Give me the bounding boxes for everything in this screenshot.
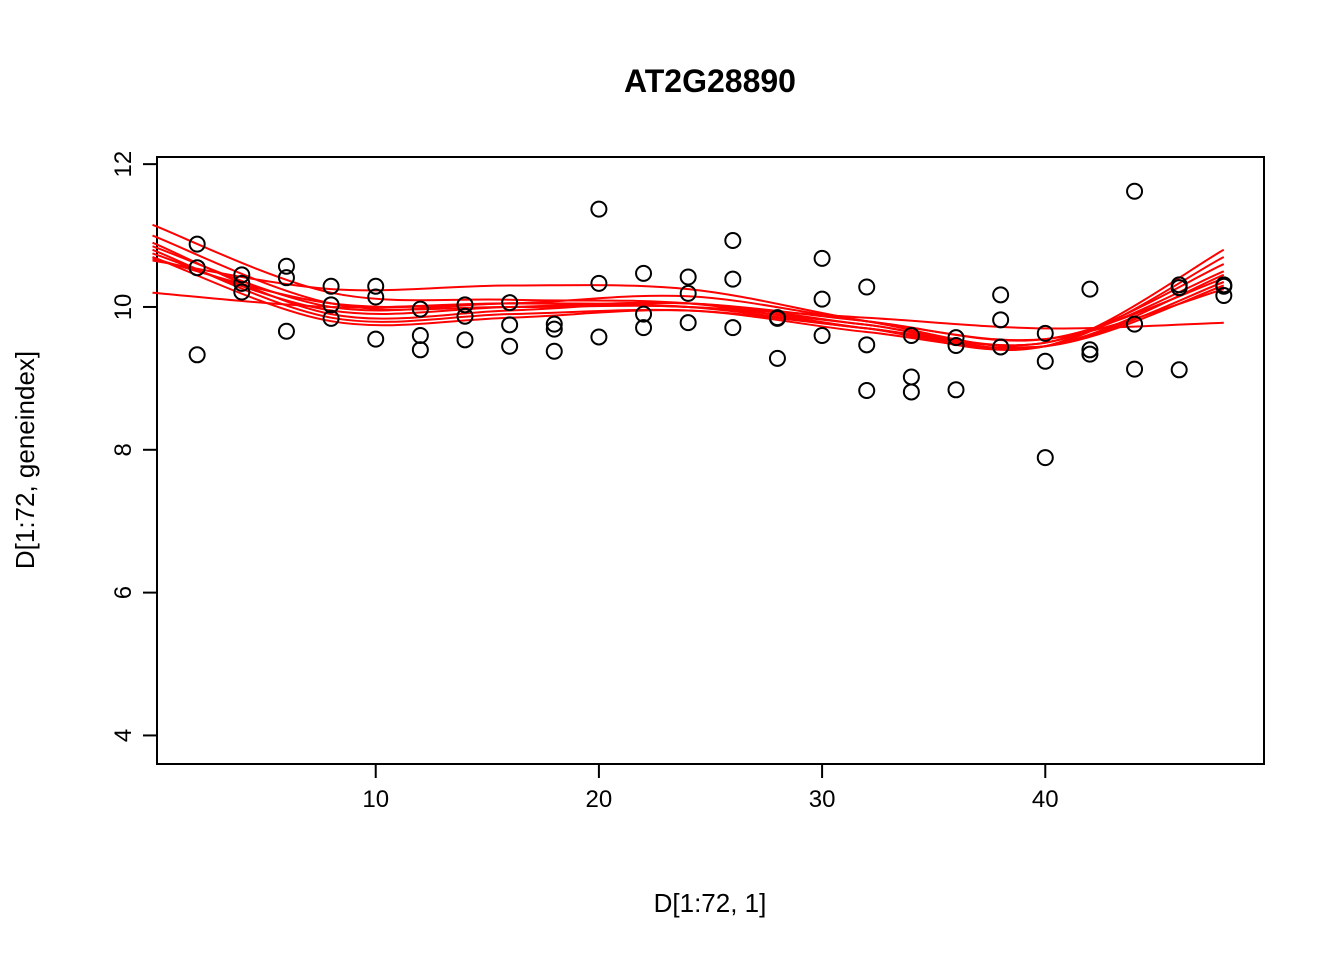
data-point — [1126, 360, 1144, 378]
data-point — [411, 300, 429, 318]
data-point — [1036, 324, 1054, 342]
data-point — [1170, 361, 1188, 379]
data-point — [679, 314, 697, 332]
y-tick-label: 6 — [110, 586, 137, 599]
data-point — [367, 277, 385, 295]
data-point — [411, 341, 429, 359]
data-point — [858, 382, 876, 400]
data-point — [902, 368, 920, 386]
data-point — [858, 278, 876, 296]
data-point — [456, 331, 474, 349]
data-point — [322, 296, 340, 314]
data-point — [768, 309, 786, 327]
data-point — [233, 283, 251, 301]
data-point — [501, 316, 519, 334]
y-tick-label: 8 — [110, 443, 137, 456]
data-point — [902, 383, 920, 401]
x-axis: 10 20 30 40 — [362, 763, 1059, 813]
fit-curve — [152, 257, 1225, 342]
data-point — [768, 349, 786, 367]
x-tick-label: 20 — [586, 786, 613, 813]
data-point — [277, 257, 295, 275]
data-point — [902, 327, 920, 345]
data-point — [635, 264, 653, 282]
data-point — [813, 327, 831, 345]
data-point — [724, 319, 742, 337]
data-point — [188, 259, 206, 277]
data-point — [456, 307, 474, 325]
data-point — [322, 277, 340, 295]
data-point — [1081, 280, 1099, 298]
data-point — [947, 329, 965, 347]
data-point — [679, 284, 697, 302]
data-point — [277, 322, 295, 340]
y-tick-label: 12 — [110, 151, 137, 178]
y-tick-label: 4 — [110, 729, 137, 742]
data-point — [367, 288, 385, 306]
data-point — [1036, 449, 1054, 467]
data-point — [992, 338, 1010, 356]
fit-curve — [152, 234, 1225, 350]
data-point — [1081, 345, 1099, 363]
data-point — [545, 342, 563, 360]
data-point — [590, 200, 608, 218]
data-points — [188, 182, 1233, 467]
data-point — [277, 269, 295, 287]
data-point — [1126, 182, 1144, 200]
data-point — [724, 232, 742, 250]
data-point — [1036, 352, 1054, 370]
data-point — [411, 327, 429, 345]
data-point — [635, 319, 653, 337]
data-point — [501, 337, 519, 355]
chart-title: AT2G28890 — [624, 63, 796, 99]
data-point — [858, 336, 876, 354]
y-axis: 4 6 8 10 12 — [110, 151, 158, 742]
y-tick-label: 10 — [110, 294, 137, 321]
data-point — [1126, 315, 1144, 333]
data-point — [322, 309, 340, 327]
data-point — [367, 330, 385, 348]
data-point — [813, 249, 831, 267]
data-point — [456, 296, 474, 314]
data-point — [724, 270, 742, 288]
y-axis-label: D[1:72, geneindex] — [10, 351, 40, 569]
data-point — [1215, 277, 1233, 295]
data-point — [545, 320, 563, 338]
x-tick-label: 30 — [809, 786, 836, 813]
data-point — [813, 290, 831, 308]
fit-curves — [152, 223, 1225, 352]
x-axis-label: D[1:72, 1] — [654, 888, 767, 918]
data-point — [1081, 341, 1099, 359]
data-point — [635, 305, 653, 323]
data-point — [501, 294, 519, 312]
data-point — [188, 235, 206, 253]
data-point — [1170, 279, 1188, 297]
fit-curve — [152, 259, 1225, 349]
data-point — [947, 337, 965, 355]
data-point — [992, 311, 1010, 329]
data-point — [233, 274, 251, 292]
data-point — [545, 315, 563, 333]
data-point — [679, 268, 697, 286]
data-point — [1215, 287, 1233, 305]
data-point — [947, 381, 965, 399]
data-point — [992, 286, 1010, 304]
plot-frame — [156, 156, 1265, 765]
x-tick-label: 10 — [362, 786, 389, 813]
data-point — [590, 274, 608, 292]
data-point — [188, 346, 206, 364]
data-point — [590, 328, 608, 346]
x-tick-label: 40 — [1032, 786, 1059, 813]
fit-curve — [152, 291, 1224, 330]
data-point — [233, 266, 251, 284]
